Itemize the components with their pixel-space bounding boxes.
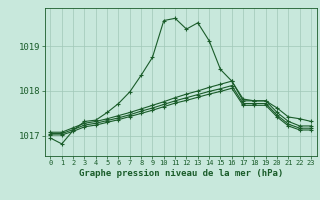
X-axis label: Graphe pression niveau de la mer (hPa): Graphe pression niveau de la mer (hPa) (79, 169, 283, 178)
